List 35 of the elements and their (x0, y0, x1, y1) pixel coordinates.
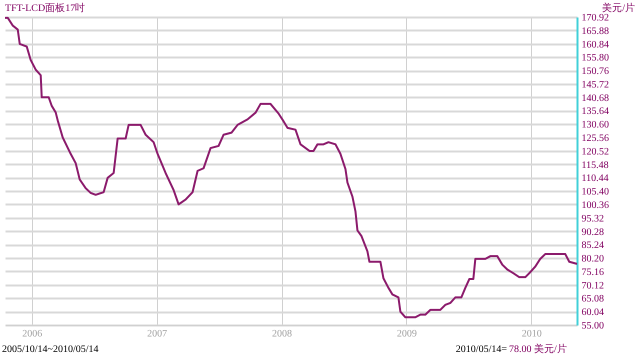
y-tick-label: 145.72 (582, 79, 609, 90)
x-tick-label: 2009 (396, 328, 417, 340)
y-tick-label: 165.88 (582, 26, 609, 37)
text: 78.00 美元/片 (509, 343, 567, 355)
y-tick-label: 150.76 (582, 66, 609, 78)
line-series (4, 16, 578, 318)
y-tick-label: 60.04 (582, 307, 604, 318)
text: 2005/10/14~2010/05/14 (2, 344, 99, 355)
y-tick-label: 155.80 (582, 52, 609, 64)
y-tick-label: 105.40 (582, 186, 609, 198)
text: 2010/05/14= (456, 344, 508, 355)
y-tick-label: 65.08 (582, 294, 604, 305)
y-tick-label: 115.48 (582, 160, 609, 171)
y-tick-label: 95.32 (582, 213, 604, 224)
y-tick-label: 70.12 (582, 280, 604, 292)
y-tick-label: 135.64 (582, 106, 609, 118)
y-tick-label: 170.92 (582, 12, 609, 24)
y-tick-label: 55.00 (582, 320, 604, 332)
y-tick-label: 160.84 (582, 39, 609, 50)
x-tick-label: 2010 (522, 328, 542, 340)
y-tick-label: 90.28 (582, 226, 604, 238)
chart-title: TFT-LCD面板17吋 (5, 2, 86, 14)
y-tick-label: 100.36 (582, 200, 609, 211)
y-tick-label: 85.24 (582, 240, 604, 252)
y-tick-label: 140.68 (582, 92, 609, 104)
y-tick-label: 80.20 (582, 254, 604, 265)
x-tick-label: 2007 (147, 328, 168, 340)
y-tick-label: 125.56 (582, 133, 609, 144)
y-tick-label: 110.44 (582, 173, 609, 184)
y-tick-label: 130.60 (582, 120, 609, 131)
x-tick-label: 2006 (22, 328, 42, 340)
y-tick-label: 120.52 (582, 146, 609, 158)
y-tick-label: 75.16 (582, 266, 604, 278)
x-tick-label: 2008 (272, 328, 292, 340)
y-axis-title: 美元/片 (602, 2, 635, 14)
